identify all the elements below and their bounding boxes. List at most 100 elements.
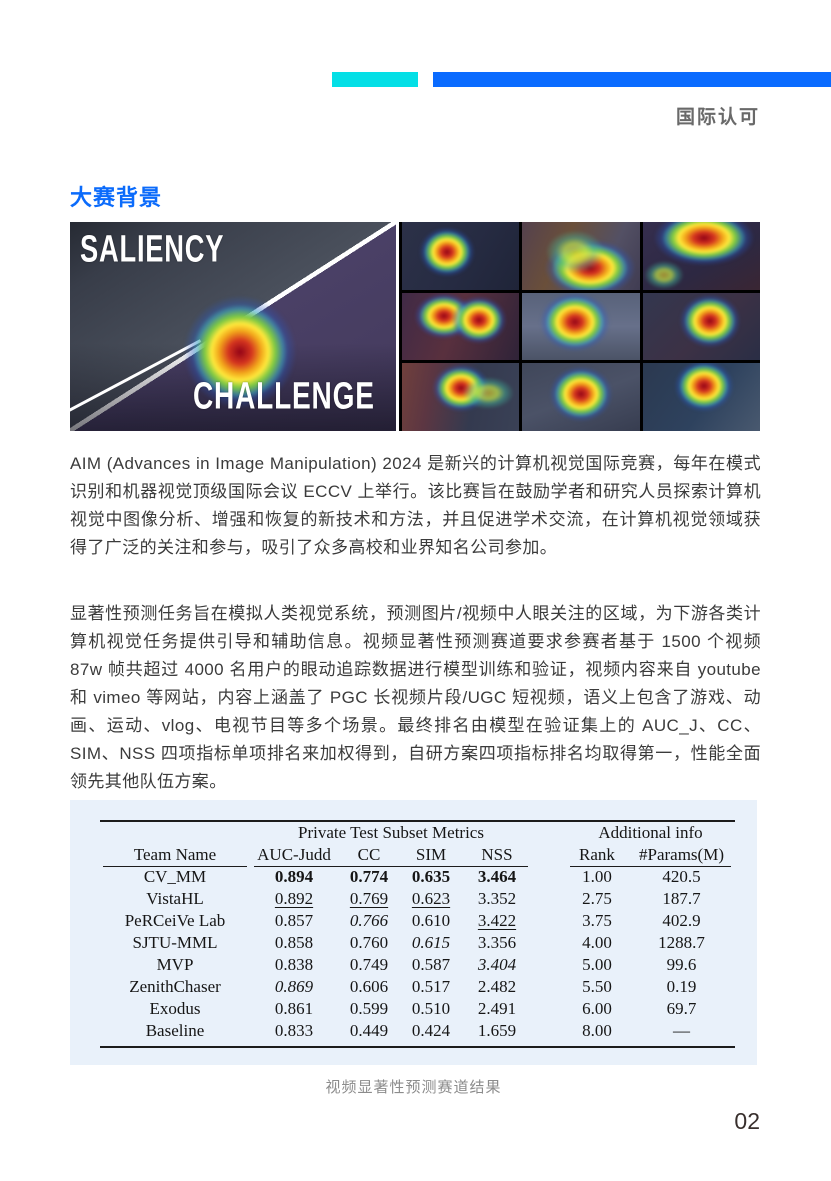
table-midrule-team: [103, 866, 247, 868]
team-name: Exodus: [149, 999, 201, 1018]
metric-value: 0.510: [411, 999, 451, 1018]
metric-value: 6.00: [582, 999, 612, 1018]
metric-value: 1.00: [582, 867, 612, 886]
heatmap-blob: [544, 229, 607, 276]
column-header: #Params(M): [639, 845, 724, 864]
team-name: VistaHL: [146, 889, 204, 908]
group-header-metrics: Private Test Subset Metrics: [298, 823, 484, 842]
column-header: CC: [357, 845, 381, 864]
heatmap-blob: [450, 294, 509, 345]
metric-value: 0.858: [274, 933, 314, 952]
metric-value: 0.760: [349, 933, 389, 952]
metric-value: 2.482: [477, 977, 517, 996]
team-name: MVP: [156, 955, 194, 974]
team-name: PeRCeiVe Lab: [124, 911, 226, 930]
metric-value: 0.894: [274, 867, 314, 886]
metric-value: 0.606: [349, 977, 389, 996]
column-header: Team Name: [133, 845, 217, 864]
metric-value: 0.635: [411, 867, 451, 886]
heatmap-blob: [651, 222, 757, 268]
metric-value: 0.774: [349, 867, 389, 886]
metric-value: 0.857: [274, 911, 314, 930]
metric-value: 3.352: [477, 889, 517, 908]
metric-value: 0.587: [411, 955, 451, 974]
heatmap-blob: [672, 363, 735, 414]
metric-value: 420.5: [662, 867, 701, 886]
saliency-heatmap-blob: [180, 292, 299, 411]
team-name: CV_MM: [143, 867, 207, 886]
heatmap-blob: [642, 259, 685, 290]
video-frame: [402, 363, 520, 431]
video-frame: [522, 363, 640, 431]
table-midrule-metrics: [254, 866, 528, 868]
metric-value: 187.7: [662, 889, 701, 908]
metric-value: 8.00: [582, 1021, 612, 1040]
metric-value: 0.599: [349, 999, 389, 1018]
results-table: Private Test Subset Metrics Additional in…: [70, 800, 757, 1065]
metric-value: 0.861: [274, 999, 314, 1018]
metric-value: 0.19: [666, 977, 697, 996]
metric-value: 402.9: [662, 911, 701, 930]
metric-value: 99.6: [666, 955, 697, 974]
heatmap-blob: [547, 365, 614, 424]
metric-value: 69.7: [666, 999, 697, 1018]
paragraph-task-description: 显著性预测任务旨在模拟人类视觉系统，预测图片/视频中人眼关注的区域，为下游各类计…: [70, 604, 761, 791]
metric-value: 0.892: [274, 889, 314, 908]
video-frame: [402, 222, 520, 290]
metric-value: 0.449: [349, 1021, 389, 1040]
table-top-rule: [100, 820, 735, 822]
topbar-blue-segment: [433, 72, 831, 87]
video-frame: [522, 222, 640, 290]
column-header: SIM: [415, 845, 447, 864]
metric-value: 1.659: [477, 1021, 517, 1040]
heatmap-blob: [417, 226, 476, 279]
video-frame: [642, 222, 760, 290]
banner-title-saliency: SALIENCY: [80, 228, 225, 271]
heatmap-blob: [460, 376, 516, 411]
metric-value: 0.749: [349, 955, 389, 974]
topbar-cyan-segment: [332, 72, 418, 87]
video-frame: [522, 292, 640, 361]
metric-value: 0.838: [274, 955, 314, 974]
metric-value: 4.00: [582, 933, 612, 952]
metric-value: 0.769: [349, 889, 389, 908]
column-header: Rank: [579, 845, 615, 864]
metric-value: 0.623: [411, 889, 451, 908]
metric-value: 0.615: [411, 933, 451, 952]
section-title: 大赛背景: [70, 185, 163, 210]
video-frame: [642, 292, 760, 361]
metric-value: —: [673, 1021, 690, 1040]
metric-value: 0.833: [274, 1021, 314, 1040]
corner-label: 国际认可: [675, 107, 760, 128]
metric-value: 2.75: [582, 889, 612, 908]
metric-value: 0.869: [274, 977, 314, 996]
heatmap-blob: [538, 292, 613, 354]
results-table-grid: Private Test Subset Metrics Additional in…: [100, 822, 735, 1042]
metric-value: 3.422: [477, 911, 517, 930]
banner-left-panel: SALIENCY CHALLENGE: [70, 222, 399, 431]
team-name: ZenithChaser: [129, 977, 221, 996]
saliency-challenge-banner: SALIENCY CHALLENGE: [70, 222, 760, 431]
paragraph-competition-intro: AIM (Advances in Image Manipulation) 202…: [70, 454, 761, 557]
banner-title-challenge: CHALLENGE: [193, 374, 375, 418]
heatmap-frames-grid: [399, 222, 760, 431]
metric-value: 0.610: [411, 911, 451, 930]
metric-value: 3.75: [582, 911, 612, 930]
group-header-additional: Additional info: [598, 823, 703, 842]
team-name: Baseline: [145, 1021, 205, 1040]
page-number: 02: [734, 1108, 760, 1134]
team-name: SJTU-MML: [132, 933, 218, 952]
table-caption: 视频显著性预测赛道结果: [325, 1079, 502, 1096]
metric-value: 5.50: [582, 977, 612, 996]
metric-value: 3.356: [477, 933, 517, 952]
table-midrule-additional: [570, 866, 731, 868]
metric-value: 1288.7: [658, 933, 705, 952]
table-bottom-rule: [100, 1046, 735, 1048]
video-frame: [642, 363, 760, 431]
metric-value: 0.766: [349, 911, 389, 930]
column-header: AUC-Judd: [257, 845, 331, 864]
heatmap-blob: [677, 293, 742, 350]
video-frame: [402, 292, 520, 361]
metric-value: 3.404: [477, 955, 517, 974]
